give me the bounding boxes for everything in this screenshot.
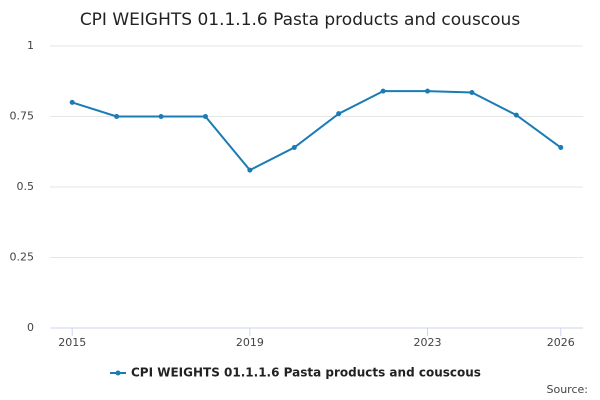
x-tick-label: 2023 <box>414 336 442 349</box>
point <box>425 88 431 94</box>
point <box>558 145 564 151</box>
legend-marker <box>115 370 121 376</box>
chart-title: CPI WEIGHTS 01.1.1.6 Pasta products and … <box>80 10 521 30</box>
point <box>513 112 519 118</box>
y-tick-label: 0.5 <box>17 180 35 193</box>
point <box>247 167 253 173</box>
point <box>469 90 475 96</box>
point <box>158 114 164 119</box>
y-tick-label: 0.25 <box>10 251 35 264</box>
point <box>69 99 75 105</box>
line <box>71 90 562 172</box>
x-tick-label: 2019 <box>236 336 264 349</box>
point <box>114 114 120 119</box>
y-tick-label: 1 <box>27 39 34 52</box>
point <box>291 145 297 151</box>
y-tick-label: 0 <box>27 321 34 334</box>
point <box>336 111 342 117</box>
point <box>380 88 386 94</box>
x-tick-label: 2015 <box>58 336 86 349</box>
point <box>202 114 208 119</box>
legend-label: CPI WEIGHTS 01.1.1.6 Pasta products and … <box>131 366 481 380</box>
source: Source: <box>547 383 589 396</box>
x-tick-label: 2026 <box>547 336 575 349</box>
y-tick-label: 0.75 <box>10 110 35 123</box>
